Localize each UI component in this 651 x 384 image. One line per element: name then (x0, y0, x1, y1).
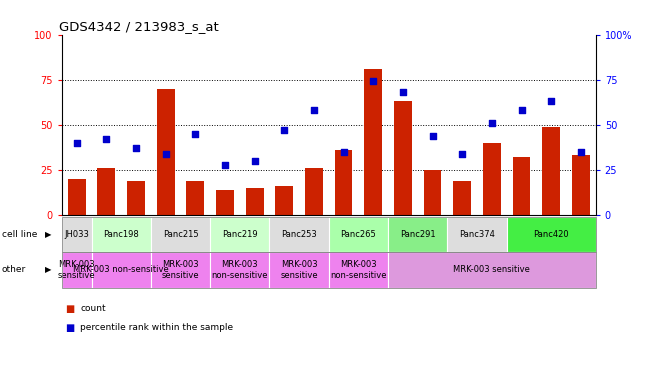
Point (339, 149, 349, 155)
Text: ▶: ▶ (45, 230, 51, 239)
Text: Panc265: Panc265 (340, 230, 376, 239)
Text: Panc253: Panc253 (281, 230, 317, 239)
Text: count: count (80, 304, 105, 313)
Bar (365, 69, 382, 215)
Text: MRK-003
non-sensitive: MRK-003 non-sensitive (330, 260, 387, 280)
Text: MRK-003 sensitive: MRK-003 sensitive (454, 265, 531, 275)
Point (427, 132, 437, 139)
Point (516, 107, 527, 113)
Text: other: other (2, 265, 26, 275)
Point (398, 89, 408, 95)
Point (575, 149, 586, 155)
Text: cell line: cell line (2, 230, 37, 239)
Point (249, 158, 260, 164)
Point (457, 151, 467, 157)
Point (131, 145, 141, 151)
Bar (572, 156, 590, 215)
Bar (157, 89, 174, 215)
Text: MRK-003
sensitive: MRK-003 sensitive (161, 260, 199, 280)
Text: Panc374: Panc374 (459, 230, 495, 239)
Text: GDS4342 / 213983_s_at: GDS4342 / 213983_s_at (59, 20, 219, 33)
Bar (394, 101, 412, 215)
Bar (453, 181, 471, 215)
Bar (98, 168, 115, 215)
Bar (186, 181, 204, 215)
Bar (216, 190, 234, 215)
Text: Panc420: Panc420 (533, 230, 569, 239)
Bar (483, 143, 501, 215)
Text: ▶: ▶ (45, 265, 51, 275)
Point (309, 107, 319, 113)
Text: percentile rank within the sample: percentile rank within the sample (80, 323, 233, 333)
Point (546, 98, 557, 104)
Bar (245, 188, 264, 215)
Text: Panc219: Panc219 (222, 230, 258, 239)
Text: Panc291: Panc291 (400, 230, 436, 239)
Text: Panc198: Panc198 (104, 230, 139, 239)
Text: MRK-003
sensitive: MRK-003 sensitive (58, 260, 96, 280)
Bar (424, 170, 441, 215)
Bar (127, 181, 145, 215)
Text: ■: ■ (65, 323, 74, 333)
Bar (68, 179, 85, 215)
Point (220, 161, 230, 167)
Text: MRK-003 non-sensitive: MRK-003 non-sensitive (74, 265, 169, 275)
Text: ■: ■ (65, 304, 74, 314)
Bar (305, 168, 323, 215)
Point (279, 127, 290, 133)
Text: MRK-003
sensitive: MRK-003 sensitive (281, 260, 318, 280)
Bar (512, 157, 531, 215)
Bar (335, 150, 352, 215)
Text: MRK-003
non-sensitive: MRK-003 non-sensitive (212, 260, 268, 280)
Bar (275, 186, 293, 215)
Point (160, 151, 171, 157)
Point (487, 120, 497, 126)
Point (101, 136, 111, 142)
Point (190, 131, 201, 137)
Bar (542, 127, 560, 215)
Point (368, 78, 378, 84)
Text: JH033: JH033 (64, 230, 89, 239)
Text: Panc215: Panc215 (163, 230, 199, 239)
Point (72, 140, 82, 146)
